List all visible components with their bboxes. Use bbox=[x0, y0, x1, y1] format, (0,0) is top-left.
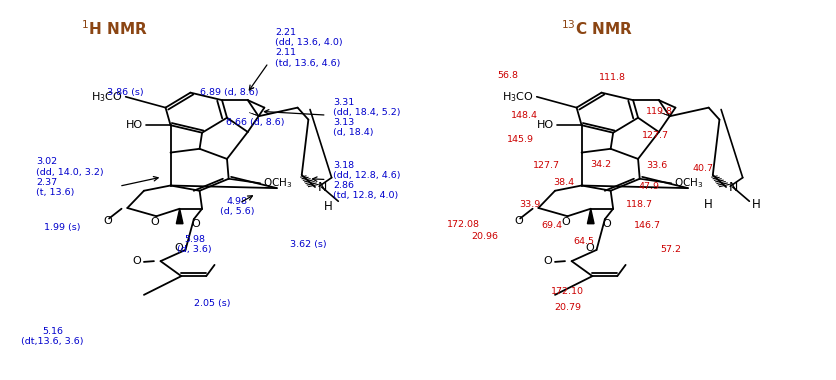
Text: 1.99 (s): 1.99 (s) bbox=[44, 223, 81, 232]
Text: 56.8: 56.8 bbox=[497, 71, 518, 80]
Text: (dd, 14.0, 3.2): (dd, 14.0, 3.2) bbox=[36, 168, 104, 177]
Text: (d, 18.4): (d, 18.4) bbox=[334, 128, 374, 137]
Text: 3.86 (s): 3.86 (s) bbox=[106, 88, 143, 97]
Text: (dd, 12.8, 4.6): (dd, 12.8, 4.6) bbox=[334, 171, 400, 180]
Text: H: H bbox=[752, 198, 761, 212]
Text: O: O bbox=[562, 217, 570, 227]
Text: (dt,13.6, 3.6): (dt,13.6, 3.6) bbox=[22, 337, 84, 346]
Text: 64.5: 64.5 bbox=[573, 237, 594, 246]
Text: 5.98: 5.98 bbox=[184, 235, 205, 244]
Text: 40.7: 40.7 bbox=[692, 164, 713, 173]
Text: 6.66 (d, 8.6): 6.66 (d, 8.6) bbox=[227, 118, 285, 127]
Text: O: O bbox=[602, 219, 611, 229]
Text: O: O bbox=[175, 243, 183, 253]
Text: N: N bbox=[729, 180, 738, 193]
Text: 119.8: 119.8 bbox=[646, 107, 673, 116]
Text: N: N bbox=[318, 180, 327, 193]
Text: 172.08: 172.08 bbox=[447, 220, 481, 229]
Text: 111.8: 111.8 bbox=[599, 73, 626, 82]
Text: O: O bbox=[132, 256, 140, 266]
Text: O: O bbox=[543, 256, 552, 266]
Text: 145.9: 145.9 bbox=[507, 135, 534, 144]
Text: 38.4: 38.4 bbox=[553, 178, 573, 187]
Text: H: H bbox=[324, 200, 333, 213]
Text: (dd, 18.4, 5.2): (dd, 18.4, 5.2) bbox=[334, 108, 400, 117]
Text: H$_3$CO: H$_3$CO bbox=[91, 90, 122, 104]
Text: 5.16: 5.16 bbox=[42, 327, 63, 336]
Text: HO: HO bbox=[126, 120, 143, 130]
Text: 33.6: 33.6 bbox=[646, 161, 668, 170]
Text: 3.13: 3.13 bbox=[334, 118, 354, 127]
Text: 20.96: 20.96 bbox=[471, 232, 498, 241]
Text: 47.9: 47.9 bbox=[639, 182, 660, 191]
Text: 127.7: 127.7 bbox=[533, 161, 560, 170]
Text: HO: HO bbox=[537, 120, 554, 130]
Text: 2.86: 2.86 bbox=[334, 181, 354, 190]
Text: 20.79: 20.79 bbox=[554, 304, 581, 312]
Text: (d, 3.6): (d, 3.6) bbox=[177, 245, 212, 254]
Text: O: O bbox=[150, 217, 159, 227]
Text: 3.02: 3.02 bbox=[36, 157, 57, 166]
Text: $^{13}$C NMR: $^{13}$C NMR bbox=[560, 20, 633, 38]
Text: 4.98: 4.98 bbox=[227, 197, 247, 206]
Text: O: O bbox=[514, 217, 522, 226]
Text: H$_3$CO: H$_3$CO bbox=[502, 90, 533, 104]
Text: O: O bbox=[191, 219, 200, 229]
Text: (d, 5.6): (d, 5.6) bbox=[220, 207, 254, 216]
Text: 146.7: 146.7 bbox=[634, 221, 661, 230]
Text: 34.2: 34.2 bbox=[590, 160, 611, 169]
Text: 148.4: 148.4 bbox=[511, 111, 538, 120]
Text: 57.2: 57.2 bbox=[660, 245, 681, 255]
Text: OCH$_3$: OCH$_3$ bbox=[263, 176, 292, 190]
Text: 118.7: 118.7 bbox=[625, 200, 653, 209]
Text: OCH$_3$: OCH$_3$ bbox=[674, 176, 703, 190]
Text: (t, 13.6): (t, 13.6) bbox=[36, 188, 74, 197]
Text: $^{1}$H NMR: $^{1}$H NMR bbox=[81, 20, 148, 38]
Text: 3.62 (s): 3.62 (s) bbox=[290, 240, 327, 249]
Text: H: H bbox=[704, 198, 712, 212]
Text: 127.7: 127.7 bbox=[642, 131, 670, 140]
Polygon shape bbox=[588, 209, 594, 224]
Text: (dd, 13.6, 4.0): (dd, 13.6, 4.0) bbox=[275, 38, 343, 48]
Text: 69.4: 69.4 bbox=[541, 221, 562, 230]
Text: 2.21: 2.21 bbox=[275, 28, 296, 37]
Text: 2.05 (s): 2.05 (s) bbox=[194, 299, 230, 308]
Text: 3.18: 3.18 bbox=[334, 161, 354, 170]
Text: 6.89 (d, 8.6): 6.89 (d, 8.6) bbox=[201, 88, 259, 97]
Text: 172.10: 172.10 bbox=[551, 287, 584, 296]
Text: (td, 13.6, 4.6): (td, 13.6, 4.6) bbox=[275, 59, 340, 68]
Text: (td, 12.8, 4.0): (td, 12.8, 4.0) bbox=[334, 192, 399, 201]
Polygon shape bbox=[176, 209, 183, 224]
Text: O: O bbox=[103, 217, 112, 226]
Text: 3.31: 3.31 bbox=[334, 98, 354, 106]
Text: 2.11: 2.11 bbox=[275, 49, 296, 57]
Text: 2.37: 2.37 bbox=[36, 177, 57, 187]
Text: 33.9: 33.9 bbox=[519, 200, 541, 209]
Text: O: O bbox=[585, 243, 594, 253]
